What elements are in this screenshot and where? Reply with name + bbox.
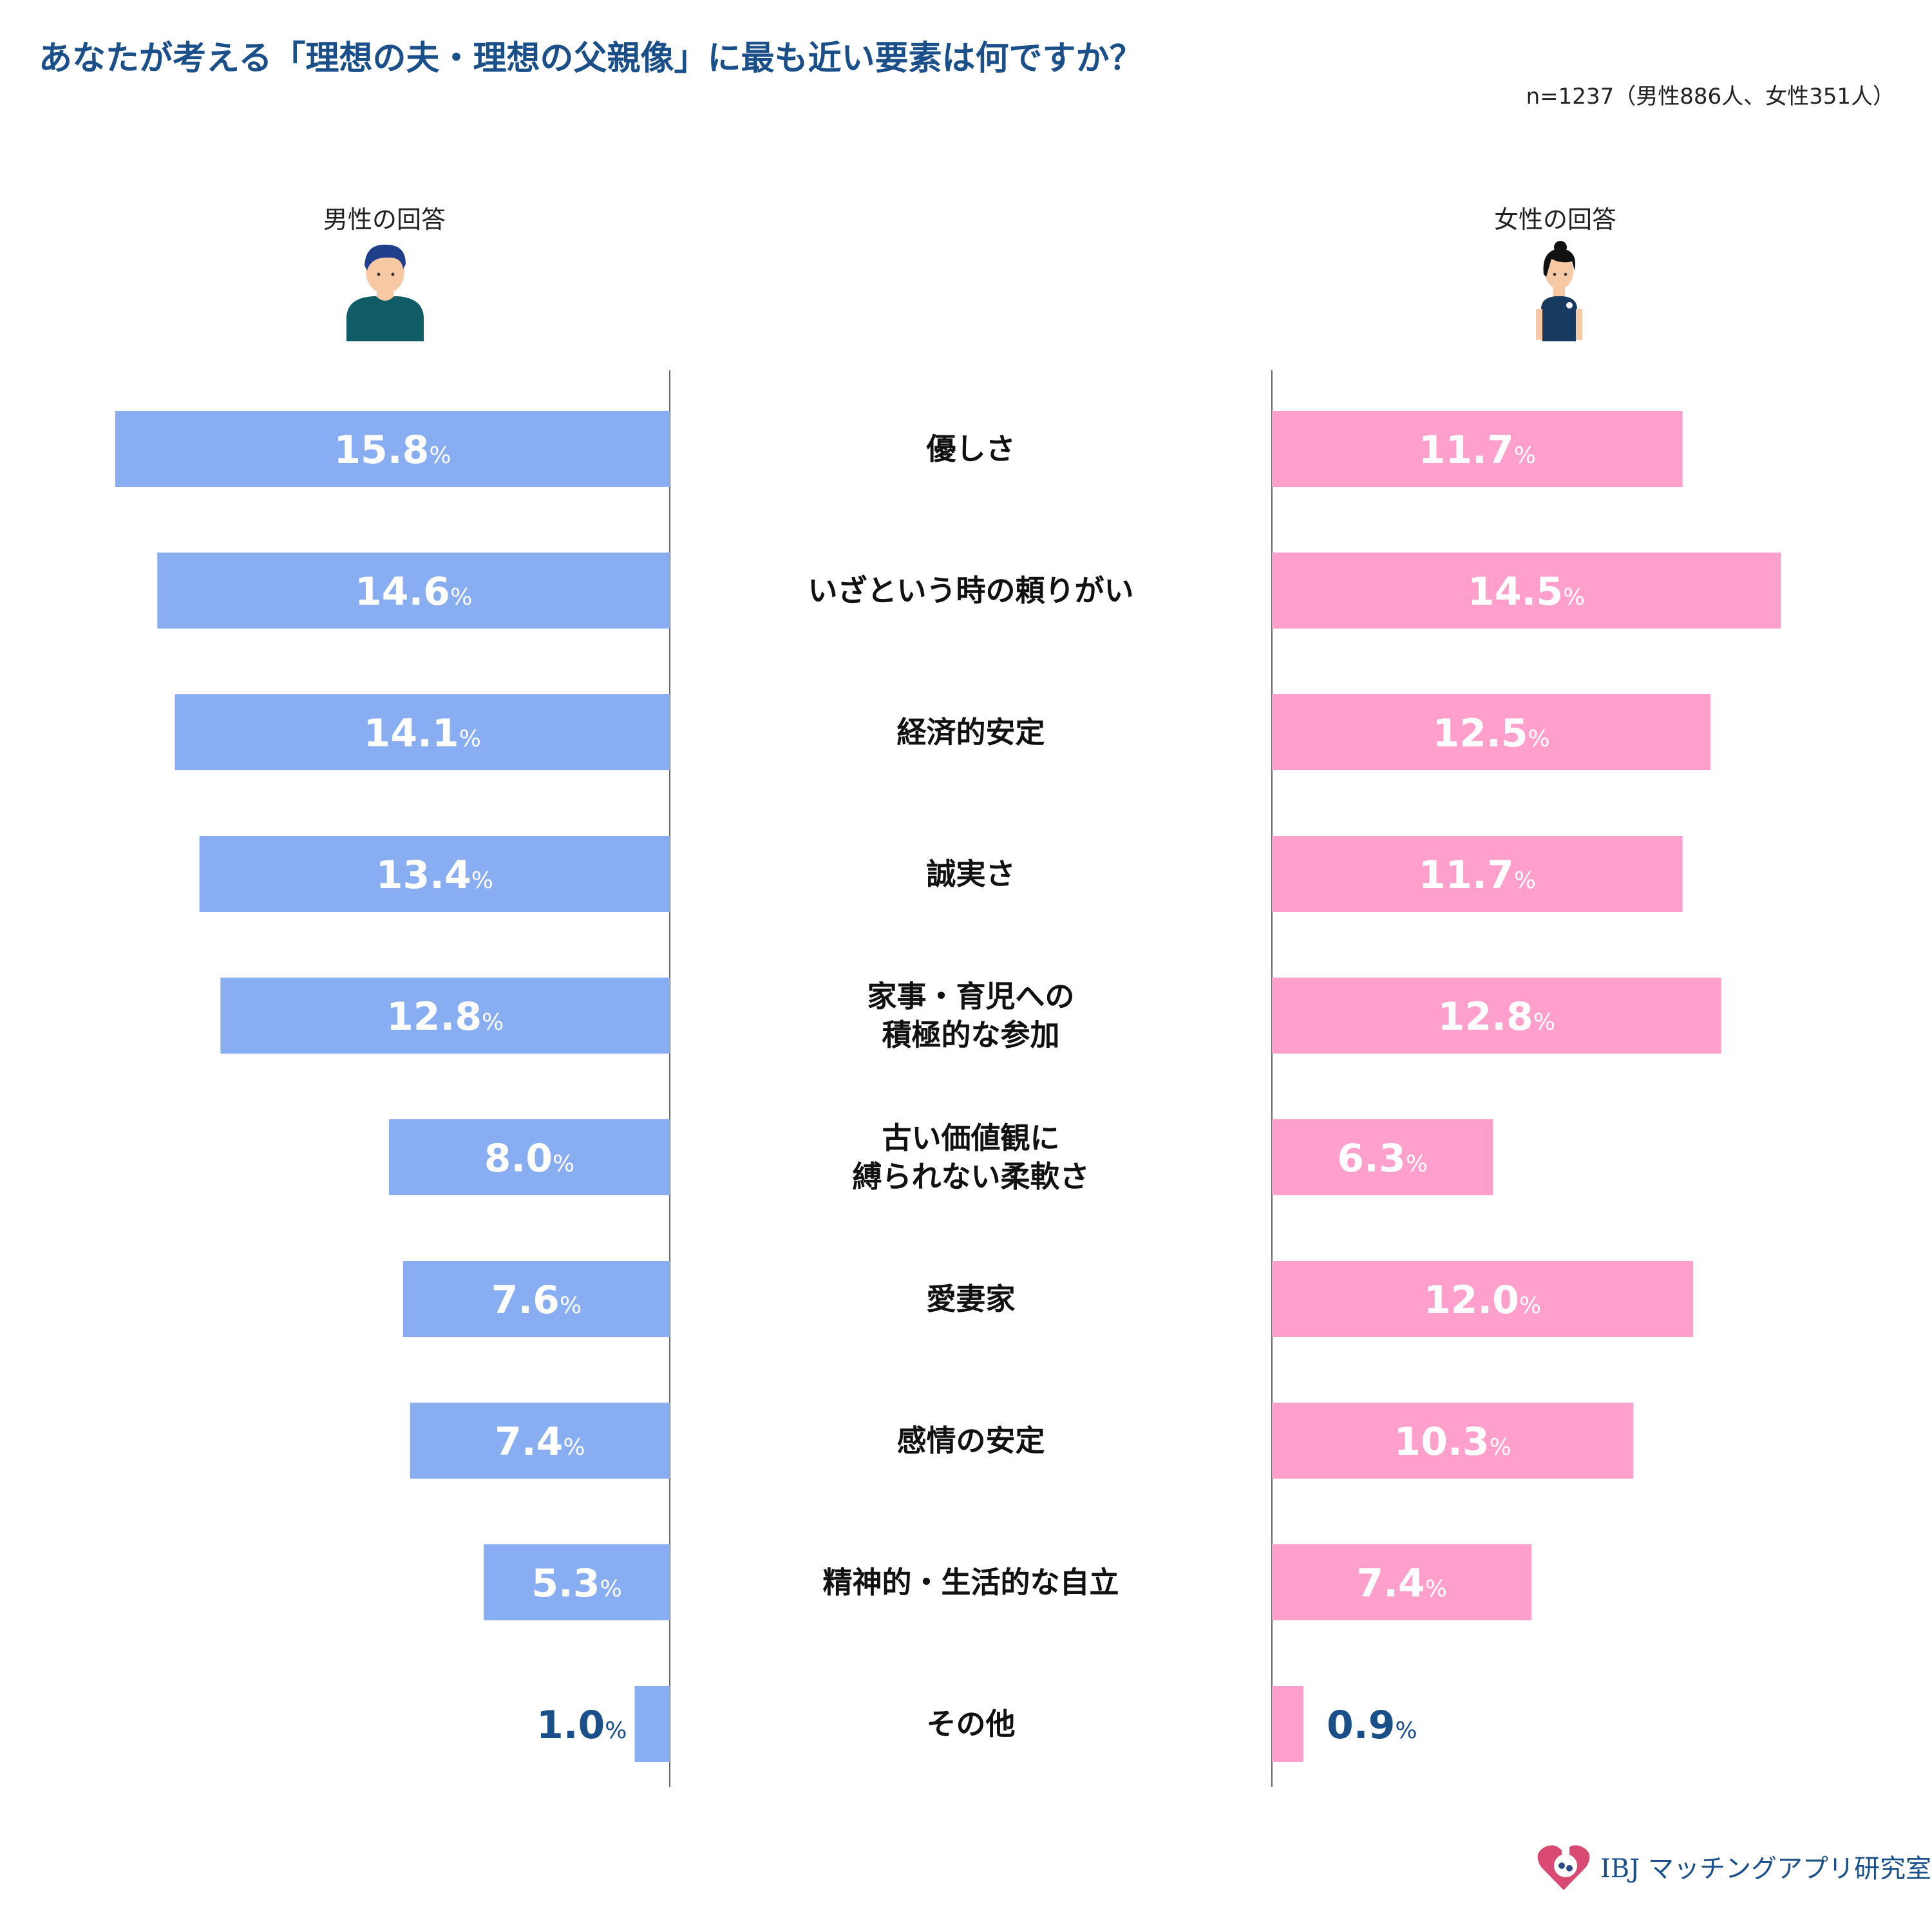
female-bar [1272, 978, 1721, 1054]
female-value-label: 12.0% [1424, 1278, 1541, 1323]
female-bar [1272, 836, 1683, 912]
female-column-label: 女性の回答 [1493, 205, 1617, 234]
male-bar [634, 1686, 670, 1762]
male-bar [220, 978, 670, 1054]
category-label: 優しさ [926, 431, 1016, 466]
male-bar [157, 553, 670, 629]
male-bar [175, 694, 670, 770]
male-value-label: 13.4% [376, 853, 493, 898]
man-avatar-icon [341, 238, 428, 344]
lab-logo: IBJ マッチングアプリ研究室 [1536, 1839, 1931, 1894]
male-value-label: 7.6% [491, 1278, 582, 1323]
category-label: 古い価値観に縛られない柔軟さ [853, 1121, 1090, 1194]
heart-flask-icon [1537, 1845, 1590, 1890]
woman-avatar-icon [1530, 238, 1587, 344]
male-value-label: 5.3% [531, 1561, 622, 1606]
female-value-label: 14.5% [1468, 569, 1585, 614]
male-value-label: 12.8% [386, 994, 504, 1039]
female-value-label: 7.4% [1356, 1561, 1447, 1606]
male-value-label: 14.6% [355, 569, 472, 614]
female-bar [1272, 411, 1683, 487]
category-label: 精神的・生活的な自立 [823, 1565, 1119, 1600]
male-bar [389, 1119, 670, 1195]
male-bar [402, 1261, 670, 1337]
female-value-label: 11.7% [1419, 853, 1536, 898]
female-value-label: 11.7% [1419, 428, 1536, 473]
female-bar [1272, 553, 1781, 629]
female-value-label: 6.3% [1337, 1136, 1428, 1181]
category-label: いざという時の頼りがい [808, 573, 1134, 608]
category-label: 感情の安定 [897, 1423, 1045, 1458]
female-bar [1272, 1403, 1634, 1479]
category-label: 経済的安定 [897, 715, 1045, 750]
female-value-label: 10.3% [1394, 1419, 1511, 1464]
female-bar [1272, 1686, 1304, 1762]
male-bar [410, 1403, 670, 1479]
category-label: 誠実さ [927, 857, 1016, 891]
lab-logo-text: IBJ マッチングアプリ研究室 [1600, 1854, 1931, 1884]
female-value-label: 12.8% [1438, 994, 1555, 1039]
female-value-label: 12.5% [1432, 711, 1549, 756]
category-label: 愛妻家 [927, 1282, 1016, 1316]
male-bar [115, 411, 670, 487]
male-column-label: 男性の回答 [323, 205, 446, 234]
female-bar [1272, 1544, 1532, 1620]
male-bar [199, 836, 670, 912]
male-value-label: 15.8% [334, 428, 451, 473]
sample-size-note: n=1237（男性886人、女性351人） [1526, 84, 1895, 109]
male-value-label: 14.1% [364, 711, 481, 756]
male-bar [484, 1544, 670, 1620]
male-value-label: 1.0% [536, 1703, 627, 1748]
female-bar [1272, 1261, 1693, 1337]
category-label: 家事・育児への積極的な参加 [867, 979, 1075, 1052]
female-bar [1272, 1119, 1493, 1195]
female-bar [1272, 694, 1711, 770]
female-value-label: 0.9% [1327, 1703, 1417, 1748]
chart-title: あなたが考える「理想の夫・理想の父親像」に最も近い要素は何ですか？ [39, 39, 1143, 78]
category-label: その他 [927, 1707, 1016, 1741]
male-value-label: 8.0% [484, 1136, 575, 1181]
male-value-label: 7.4% [495, 1419, 585, 1464]
